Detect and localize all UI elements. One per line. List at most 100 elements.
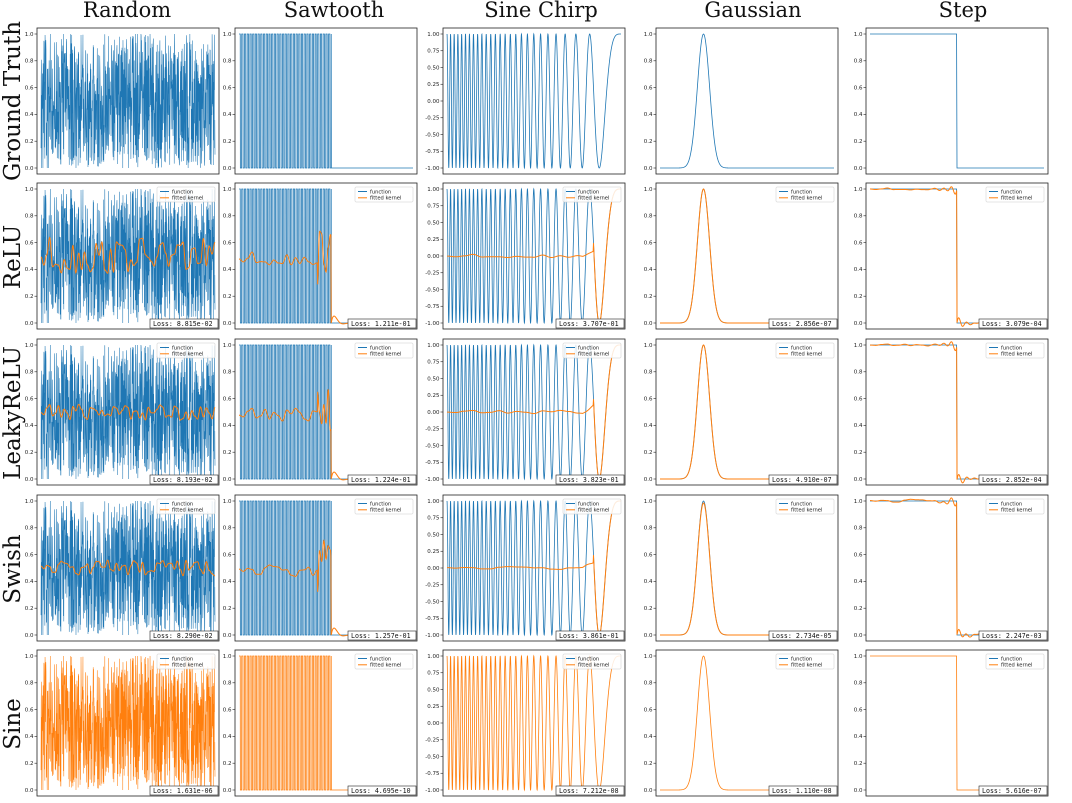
legend-label-function: function xyxy=(370,189,391,195)
loss-label: Loss: 2.852e-04 xyxy=(982,476,1042,484)
y-tick-label: 1.0 xyxy=(644,343,653,349)
y-tick-label: 0.25 xyxy=(427,82,440,88)
loss-box xyxy=(149,474,219,485)
row-title-ground-truth: Ground Truth xyxy=(0,21,26,181)
legend-box xyxy=(156,498,216,515)
y-tick-label: 0.0 xyxy=(223,633,232,639)
y-tick-label: 0.4 xyxy=(25,112,34,118)
y-tick-label: 1.00 xyxy=(427,187,440,193)
legend-label-function: function xyxy=(172,189,193,195)
legend-box xyxy=(985,653,1045,670)
y-tick-label: 0.2 xyxy=(223,606,232,612)
legend-label-function: function xyxy=(1001,656,1022,662)
y-tick-label: 0.8 xyxy=(854,59,863,65)
y-tick-label: 1.0 xyxy=(223,187,232,193)
legend-label-fitted-kernel: fitted kernel xyxy=(370,196,401,202)
loss-label: Loss: 2.734e-05 xyxy=(772,632,832,640)
y-tick-label: 0.6 xyxy=(223,396,232,402)
y-tick-label: 0.8 xyxy=(223,59,232,65)
loss-label: Loss: 4.695e-10 xyxy=(351,787,411,795)
y-tick-label: 0.2 xyxy=(644,294,653,300)
plot-frame xyxy=(234,494,418,642)
legend-label-function: function xyxy=(791,345,812,351)
legend-label-fitted-kernel: fitted kernel xyxy=(578,508,609,514)
series-function-line xyxy=(239,188,413,324)
y-tick-label: -1.00 xyxy=(425,633,440,639)
y-tick-label: 0.8 xyxy=(223,214,232,220)
y-tick-label: 0.2 xyxy=(854,761,863,767)
loss-label: Loss: 2.247e-03 xyxy=(982,632,1042,640)
series-fitted-kernel-line xyxy=(447,188,621,324)
legend-box xyxy=(985,498,1045,515)
loss-box xyxy=(978,474,1048,485)
legend-label-fitted-kernel: fitted kernel xyxy=(172,352,203,358)
y-tick-label: 0.2 xyxy=(854,606,863,612)
y-tick-label: 0.4 xyxy=(644,112,653,118)
y-tick-label: 0.2 xyxy=(854,139,863,145)
y-tick-label: 1.0 xyxy=(644,654,653,660)
series-fitted-kernel-line xyxy=(40,236,216,275)
y-tick-label: 0.2 xyxy=(644,450,653,456)
series-function-line xyxy=(40,188,216,324)
subplot-ground-truth-gaussian: 0.0 0.2 0.4 0.6 0.8 1.0 xyxy=(644,27,839,175)
y-tick-label: 0.75 xyxy=(427,360,440,366)
y-tick-label: 0.8 xyxy=(854,214,863,220)
legend-label-function: function xyxy=(370,345,391,351)
loss-box xyxy=(347,785,417,796)
y-tick-label: 0.0 xyxy=(854,166,863,172)
y-tick-label: 0.50 xyxy=(427,687,440,693)
y-tick-label: 1.0 xyxy=(644,187,653,193)
series-function-line xyxy=(446,499,621,637)
loss-box xyxy=(555,630,625,641)
y-tick-label: -0.50 xyxy=(425,754,440,760)
plot-frame xyxy=(655,494,839,642)
series-function-line xyxy=(239,655,413,791)
y-tick-label: 0.00 xyxy=(427,99,440,105)
y-tick-label: 0.4 xyxy=(854,423,863,429)
loss-box xyxy=(149,785,219,796)
legend-box xyxy=(562,498,622,515)
series-function-line xyxy=(446,654,621,792)
y-tick-label: 0.6 xyxy=(25,240,34,246)
y-tick-label: 0.0 xyxy=(644,633,653,639)
y-tick-label: 0.25 xyxy=(427,549,440,555)
loss-box xyxy=(347,630,417,641)
plot-frame xyxy=(442,182,626,330)
loss-label: Loss: 8.290e-02 xyxy=(153,632,213,640)
y-tick-label: 0.50 xyxy=(427,65,440,71)
series-function-line xyxy=(870,33,1044,169)
series-function-line xyxy=(40,655,216,791)
loss-box xyxy=(347,474,417,485)
series-function-line xyxy=(870,655,1044,791)
legend-label-function: function xyxy=(791,656,812,662)
y-tick-label: 0.0 xyxy=(25,166,34,172)
plot-frame xyxy=(865,494,1049,642)
y-tick-label: 0.0 xyxy=(25,633,34,639)
y-tick-label: 0.0 xyxy=(644,477,653,483)
y-tick-label: 0.8 xyxy=(644,214,653,220)
loss-box xyxy=(347,318,417,329)
y-tick-label: 0.00 xyxy=(427,254,440,260)
y-tick-label: -1.00 xyxy=(425,321,440,327)
legend-box xyxy=(354,186,414,203)
y-tick-label: 0.4 xyxy=(223,579,232,585)
plot-frame xyxy=(234,649,418,797)
plot-frame xyxy=(442,494,626,642)
y-tick-label: 0.2 xyxy=(644,606,653,612)
column-title-random: Random xyxy=(83,0,171,22)
legend-label-fitted-kernel: fitted kernel xyxy=(1001,663,1032,669)
y-tick-label: 0.6 xyxy=(854,396,863,402)
plot-frame xyxy=(36,182,220,330)
legend-label-function: function xyxy=(578,345,599,351)
legend-box xyxy=(354,498,414,515)
y-tick-label: 0.6 xyxy=(644,396,653,402)
loss-box xyxy=(555,318,625,329)
y-tick-label: 0.25 xyxy=(427,393,440,399)
y-tick-label: 1.00 xyxy=(427,654,440,660)
y-tick-label: 0.2 xyxy=(644,139,653,145)
y-tick-label: 0.8 xyxy=(25,59,34,65)
series-fitted-kernel-line xyxy=(40,403,216,421)
y-tick-label: 0.6 xyxy=(644,85,653,91)
